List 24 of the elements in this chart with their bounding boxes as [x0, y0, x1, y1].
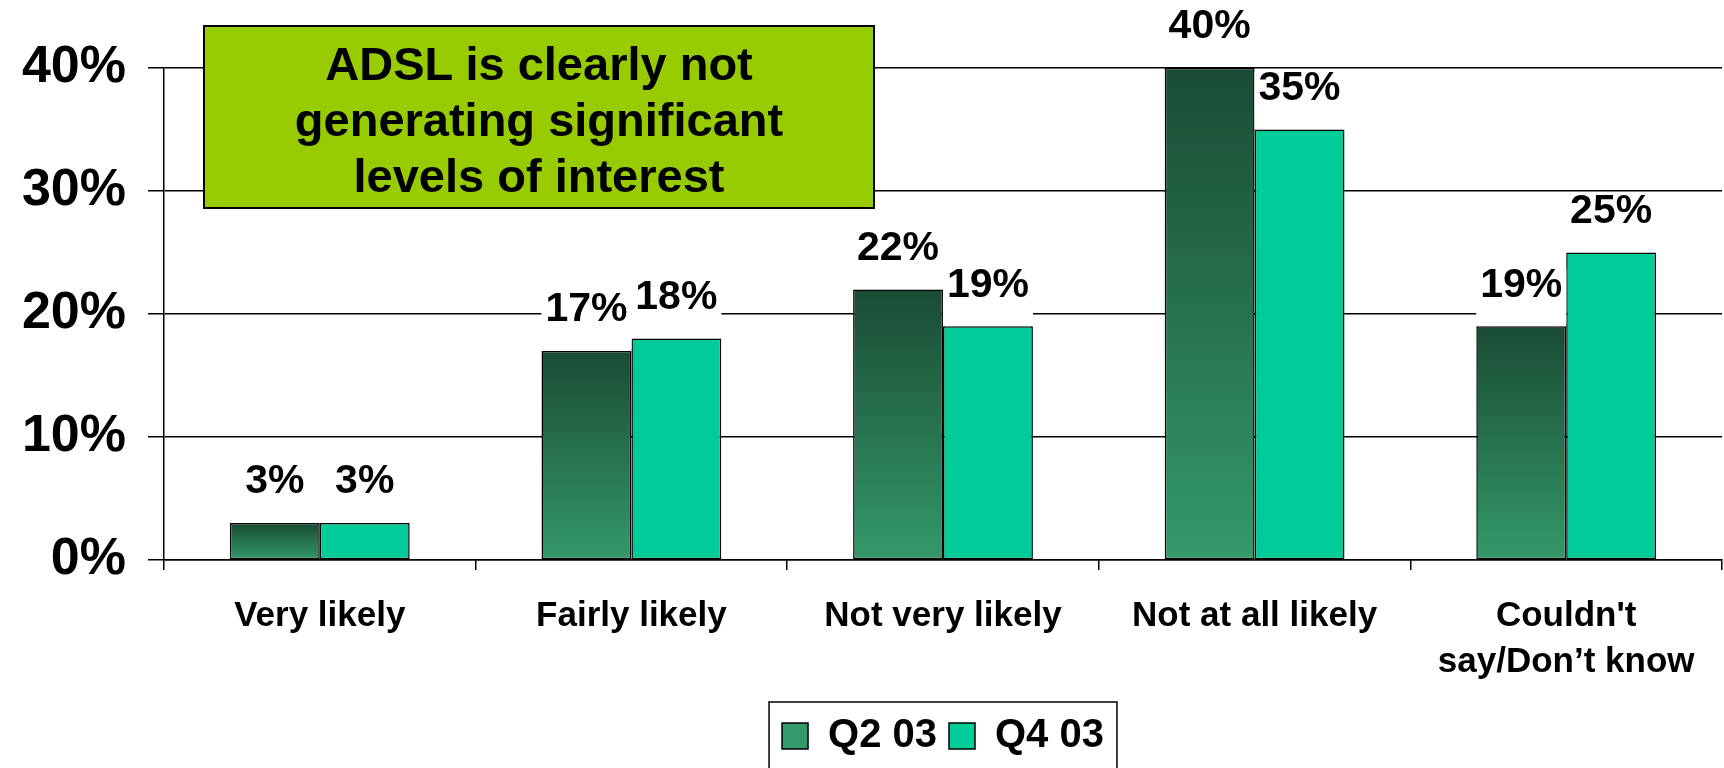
- data-label: 25%: [1570, 185, 1653, 232]
- x-tick-label: Not at all likely: [1132, 594, 1378, 634]
- legend-label: Q2 03: [828, 711, 937, 756]
- y-tick-label: 10%: [21, 404, 126, 463]
- data-label: 19%: [1480, 259, 1563, 306]
- x-tick-label: Not very likely: [824, 594, 1063, 634]
- data-label: 19%: [946, 259, 1029, 306]
- data-label: 40%: [1168, 1, 1251, 48]
- data-label: 17%: [545, 284, 628, 331]
- y-tick-label: 0%: [50, 527, 126, 586]
- data-label: 35%: [1258, 62, 1341, 109]
- legend-label: Q4 03: [995, 711, 1104, 756]
- data-label: 22%: [857, 222, 940, 269]
- callout-box: ADSL is clearly not generating significant levels of interest: [203, 25, 875, 209]
- y-tick-label: 40%: [21, 35, 126, 94]
- y-tick-label: 20%: [21, 281, 126, 340]
- x-tick-label: Very likely: [234, 594, 406, 634]
- data-label: 18%: [635, 271, 718, 318]
- x-tick-label: Fairly likely: [536, 594, 728, 634]
- annotation: ADSL is clearly not generating significant levels of interest: [293, 36, 785, 204]
- data-label: 3%: [245, 456, 305, 503]
- y-tick-label: 30%: [21, 158, 126, 217]
- data-label: 3%: [335, 456, 395, 503]
- x-tick-label: Couldn't say/Don’t know: [1437, 594, 1696, 679]
